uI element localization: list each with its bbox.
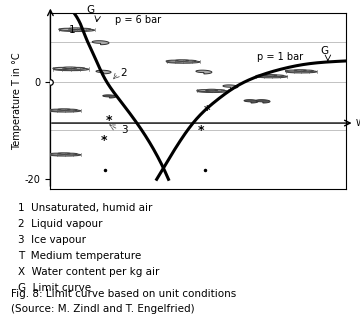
Polygon shape xyxy=(244,100,258,103)
Text: *: * xyxy=(198,124,204,137)
Ellipse shape xyxy=(256,75,287,78)
Ellipse shape xyxy=(206,89,218,91)
Text: *: * xyxy=(106,114,113,127)
Text: G: G xyxy=(86,6,94,15)
Ellipse shape xyxy=(58,153,70,154)
Ellipse shape xyxy=(271,75,284,77)
Ellipse shape xyxy=(69,28,82,30)
Ellipse shape xyxy=(50,154,81,156)
Ellipse shape xyxy=(58,109,70,110)
Polygon shape xyxy=(223,85,238,88)
Text: G: G xyxy=(321,46,329,56)
Text: 2  Liquid vapour: 2 Liquid vapour xyxy=(18,219,102,229)
Text: 1  Unsaturated, humid air: 1 Unsaturated, humid air xyxy=(18,202,152,213)
Ellipse shape xyxy=(256,75,273,77)
Ellipse shape xyxy=(53,67,72,69)
Ellipse shape xyxy=(182,60,196,62)
Ellipse shape xyxy=(212,90,225,91)
Text: Fig. 8: Limit curve based on unit conditions: Fig. 8: Limit curve based on unit condit… xyxy=(11,289,236,299)
Text: 3: 3 xyxy=(121,126,128,135)
Ellipse shape xyxy=(59,28,78,30)
Text: 1: 1 xyxy=(69,25,76,35)
Ellipse shape xyxy=(300,70,314,72)
Ellipse shape xyxy=(54,68,89,71)
Ellipse shape xyxy=(176,60,189,61)
Ellipse shape xyxy=(265,75,277,76)
Ellipse shape xyxy=(167,61,200,63)
Text: p = 6 bar: p = 6 bar xyxy=(115,15,162,25)
Text: p = 1 bar: p = 1 bar xyxy=(257,52,303,62)
Text: 2: 2 xyxy=(120,68,126,78)
Text: X  Water content per kg air: X Water content per kg air xyxy=(18,267,159,277)
Polygon shape xyxy=(196,70,212,74)
Ellipse shape xyxy=(166,60,184,62)
Ellipse shape xyxy=(286,70,317,73)
Polygon shape xyxy=(92,41,109,45)
Ellipse shape xyxy=(285,70,302,72)
Text: *: * xyxy=(204,104,210,117)
Polygon shape xyxy=(256,100,270,103)
Ellipse shape xyxy=(294,70,306,71)
Ellipse shape xyxy=(64,109,77,111)
Ellipse shape xyxy=(197,90,228,93)
Text: *: * xyxy=(100,134,107,147)
Y-axis label: Temperature T in °C: Temperature T in °C xyxy=(12,52,22,150)
Ellipse shape xyxy=(50,110,81,112)
Ellipse shape xyxy=(76,28,91,30)
Text: T  Medium temperature: T Medium temperature xyxy=(18,251,141,261)
Ellipse shape xyxy=(64,153,77,155)
Text: G  Limit curve: G Limit curve xyxy=(18,283,91,293)
Text: 3  Ice vapour: 3 Ice vapour xyxy=(18,235,86,245)
Ellipse shape xyxy=(197,90,213,92)
Polygon shape xyxy=(103,95,116,98)
Text: (Source: M. Zindl and T. Engelfried): (Source: M. Zindl and T. Engelfried) xyxy=(11,304,194,314)
Ellipse shape xyxy=(49,109,66,111)
Ellipse shape xyxy=(70,67,85,69)
Ellipse shape xyxy=(59,29,95,32)
Ellipse shape xyxy=(63,67,77,69)
Polygon shape xyxy=(96,70,111,74)
Ellipse shape xyxy=(49,153,66,155)
Text: Water content X in g/kg: Water content X in g/kg xyxy=(356,119,360,127)
